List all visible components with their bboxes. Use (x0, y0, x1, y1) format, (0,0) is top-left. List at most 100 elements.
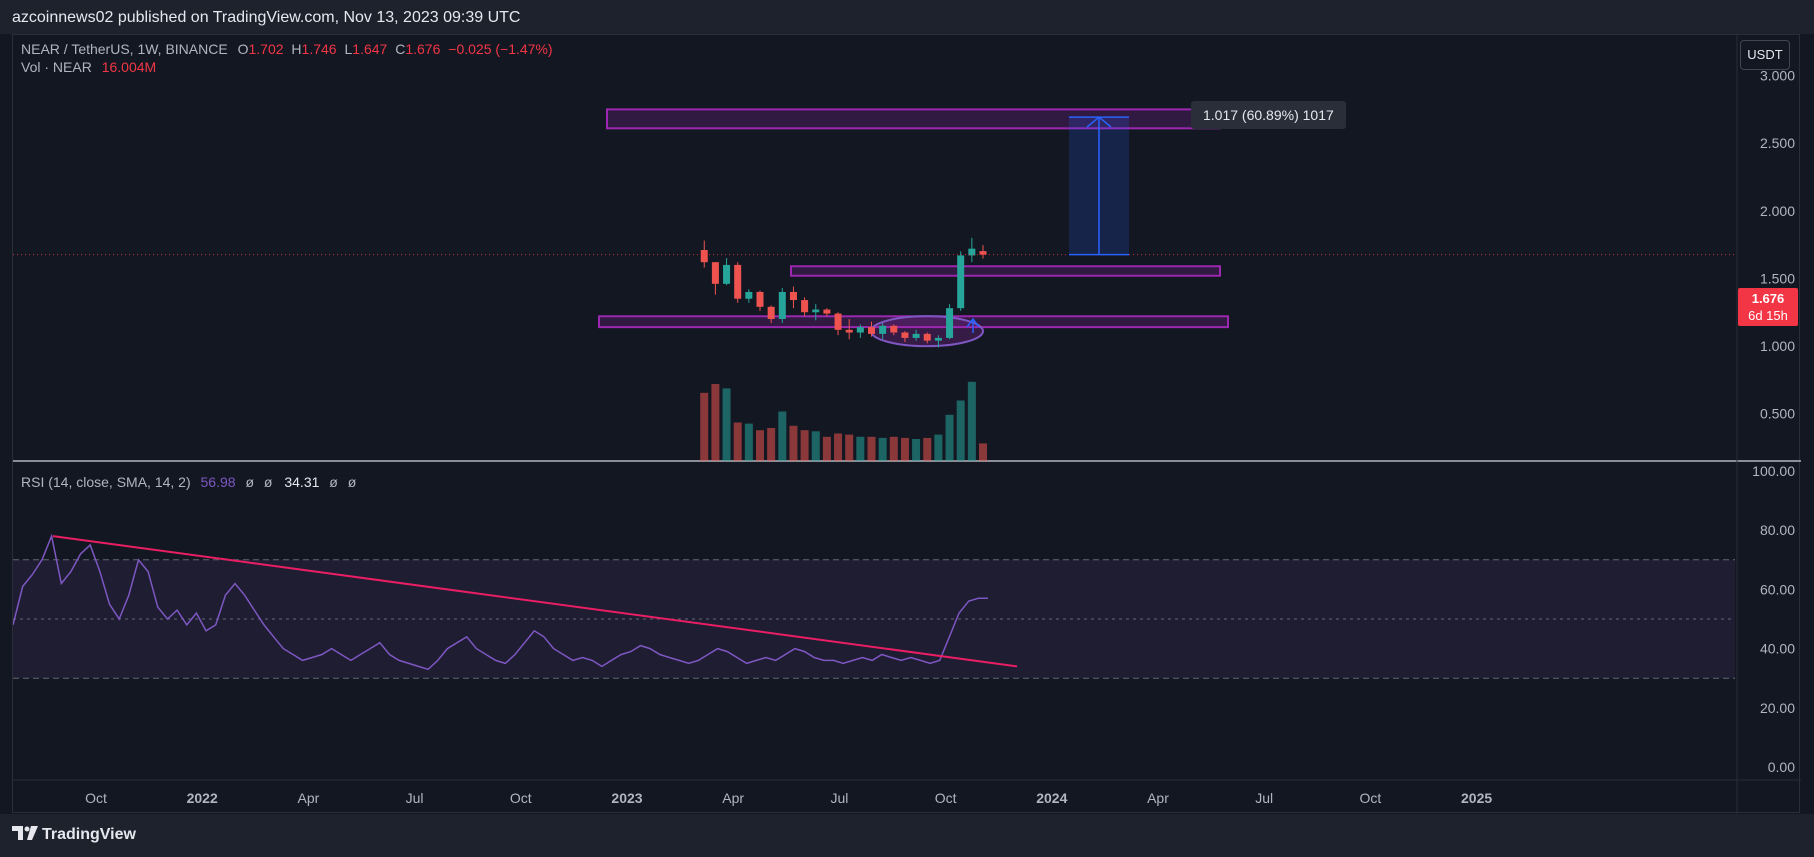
price-tick-label: 1.000 (1760, 338, 1795, 354)
time-tick-label: Apr (298, 790, 320, 806)
last-price-tag: 1.676 6d 15h (1738, 288, 1798, 326)
time-tick-label: 2022 (187, 790, 218, 806)
price-tick-label: 3.000 (1760, 68, 1795, 84)
volume-bar (889, 436, 898, 461)
time-tick-label: 2024 (1036, 790, 1067, 806)
tradingview-brand: TradingView (42, 826, 136, 843)
rsi-trendline (52, 535, 1018, 668)
publish-header: azcoinnews02 published on TradingView.co… (0, 0, 1814, 34)
candle-body (912, 333, 920, 338)
rsi-tick-label: 40.00 (1760, 641, 1795, 657)
volume-bar (867, 436, 876, 461)
candle-body (723, 264, 731, 284)
rsi-ma-value: 34.31 (284, 474, 320, 490)
rsi-tick-label: 80.00 (1760, 522, 1795, 538)
change-value: −0.025 (−1.47%) (448, 41, 553, 57)
volume-bar (722, 388, 731, 461)
volume-bar (956, 400, 965, 461)
time-tick-label: Jul (1255, 790, 1273, 806)
volume-bar (967, 381, 976, 461)
volume-bar (767, 428, 776, 461)
price-tick-label: 0.500 (1760, 406, 1795, 422)
volume-bar (744, 423, 753, 461)
chart-frame[interactable]: 3.000 2.500 2.000 1.500 1.000 0.500 100.00 80.… (12, 34, 1801, 814)
rsi-label[interactable]: RSI (14, close, SMA, 14, 2) (21, 474, 191, 490)
volume-label[interactable]: Vol · NEAR (21, 59, 92, 75)
rsi-tick-label: 0.00 (1768, 759, 1795, 775)
time-tick-label: Jul (830, 790, 848, 806)
volume-bar (700, 392, 709, 461)
volume-bar (733, 422, 742, 461)
candle-body (789, 291, 797, 301)
time-tick-label: Oct (935, 790, 957, 806)
bar-countdown: 6d 15h (1748, 308, 1788, 323)
volume-bar (778, 411, 787, 461)
candle-body (767, 306, 775, 319)
price-tick-label: 2.000 (1760, 203, 1795, 219)
price-tick-label: 1.500 (1760, 270, 1795, 286)
time-tick-label: 2025 (1461, 790, 1492, 806)
candle-body (868, 327, 875, 334)
candle-body (823, 309, 831, 314)
candle-body (901, 332, 909, 338)
candle-body (745, 291, 753, 299)
rsi-value: 56.98 (200, 474, 236, 490)
currency-button[interactable]: USDT (1740, 40, 1790, 70)
volume-bar (878, 437, 887, 461)
rsi-tick-label: 100.00 (1752, 463, 1795, 479)
candle-body (856, 327, 864, 333)
candle-body (801, 300, 809, 313)
time-tick-label: 2023 (611, 790, 642, 806)
volume-bar (800, 430, 809, 461)
price-range-measure[interactable] (966, 116, 1129, 333)
publish-info: azcoinnews02 published on TradingView.co… (12, 9, 521, 26)
volume-bars (700, 381, 987, 461)
candle-body (734, 264, 742, 299)
zone-rectangles[interactable] (598, 108, 1229, 348)
chart-canvas[interactable]: 3.000 2.500 2.000 1.500 1.000 0.500 100.00 80.… (13, 35, 1801, 814)
time-tick-label: Apr (722, 790, 744, 806)
zone-mid (790, 265, 1221, 277)
high-value: 1.746 (301, 41, 337, 57)
volume-value: 16.004M (101, 59, 157, 75)
rsi-axis[interactable]: 100.00 80.00 60.00 40.00 20.00 0.00 (1752, 463, 1795, 775)
symbol-legend: NEAR / TetherUS, 1W, BINANCE O1.702 H1.7… (21, 41, 553, 57)
rsi-series-line (13, 533, 988, 671)
candle-body (845, 329, 853, 333)
low-label: L (344, 41, 353, 57)
close-label: C (395, 41, 406, 57)
rsi-empty-1: ø (245, 474, 255, 490)
time-tick-label: Jul (406, 790, 424, 806)
volume-bar (811, 431, 820, 461)
close-value: 1.676 (405, 41, 441, 57)
tradingview-logo[interactable]: TradingView (12, 826, 136, 844)
rsi-tick-label: 20.00 (1760, 700, 1795, 716)
rsi-tick-label: 60.00 (1760, 581, 1795, 597)
symbol-name[interactable]: NEAR / TetherUS, 1W, BINANCE (21, 41, 228, 57)
candle-body (946, 308, 954, 338)
volume-legend: Vol · NEAR 16.004M (21, 59, 156, 75)
measure-arrow-head (1086, 116, 1112, 128)
volume-bar (834, 433, 843, 461)
rsi-line (13, 533, 1018, 671)
rsi-pane (13, 559, 1735, 679)
price-axis[interactable]: 3.000 2.500 2.000 1.500 1.000 0.500 (1760, 68, 1795, 422)
volume-bar (934, 434, 943, 461)
open-value: 1.702 (248, 41, 284, 57)
candle-body (700, 250, 708, 263)
volume-bar (979, 443, 987, 461)
time-axis[interactable]: Oct 2022 Apr Jul Oct 2023 Apr Jul Oct 2024 Apr Jul O… (85, 790, 1492, 806)
volume-bar (711, 384, 720, 461)
candle-body (934, 337, 942, 341)
volume-bar (900, 437, 909, 461)
open-label: O (237, 41, 249, 57)
measure-label: 1.017 (60.89%) 1017 (1191, 101, 1346, 129)
time-tick-label: Oct (85, 790, 107, 806)
volume-bar (912, 439, 921, 461)
candle-body (834, 313, 842, 330)
volume-bar (856, 436, 865, 461)
rsi-legend: RSI (14, close, SMA, 14, 2) 56.98 ø ø 34… (21, 474, 356, 490)
rsi-empty-3: ø (329, 474, 338, 490)
volume-bar (789, 425, 798, 461)
price-tick-label: 2.500 (1760, 135, 1795, 151)
